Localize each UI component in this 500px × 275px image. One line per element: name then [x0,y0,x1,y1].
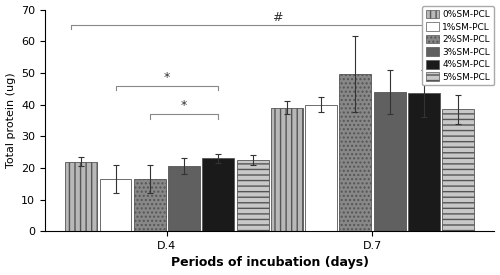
Bar [271,108,303,231]
Bar [168,166,200,231]
Bar [408,94,440,231]
Bar [236,160,268,231]
Text: *: * [164,71,170,84]
Bar [305,104,337,231]
Legend: 0%SM-PCL, 1%SM-PCL, 2%SM-PCL, 3%SM-PCL, 4%SM-PCL, 5%SM-PCL: 0%SM-PCL, 1%SM-PCL, 2%SM-PCL, 3%SM-PCL, … [422,6,494,86]
X-axis label: Periods of incubation (days): Periods of incubation (days) [170,257,368,269]
Bar [100,179,132,231]
Bar [134,179,166,231]
Bar [66,161,97,231]
Y-axis label: Total protein (ug): Total protein (ug) [6,73,16,168]
Bar [374,92,406,231]
Bar [442,109,474,231]
Text: *: * [181,100,187,112]
Bar [202,158,234,231]
Bar [340,75,372,231]
Text: #: # [272,11,282,24]
